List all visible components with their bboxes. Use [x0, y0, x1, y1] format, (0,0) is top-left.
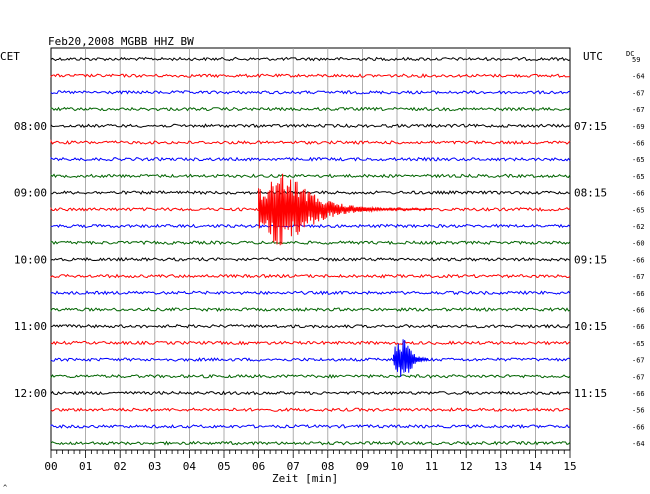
x-axis-label: Zeit [min]: [272, 472, 338, 485]
event-group: [258, 173, 432, 378]
x-tick-label: 13: [494, 460, 507, 473]
trace-9: [50, 190, 570, 195]
x-tick-label: 01: [79, 460, 92, 473]
right-time-label: 11:15: [574, 387, 607, 400]
x-tick-label: 10: [390, 460, 403, 473]
dc-value: -64: [632, 73, 645, 81]
right-time-label: 08:15: [574, 187, 607, 200]
x-tick-label: 02: [114, 460, 127, 473]
x-tick-label: 05: [217, 460, 230, 473]
dc-value: -65: [632, 206, 645, 214]
trace-14: [50, 273, 571, 279]
dc-value: -64: [632, 440, 645, 448]
event-waveform-2: [393, 339, 429, 378]
trace-11: [50, 223, 571, 229]
dc-value: -66: [632, 190, 645, 198]
trace-21: [50, 390, 571, 396]
trace-8: [50, 173, 571, 179]
dc-value: -66: [632, 307, 645, 315]
dc-value: -66: [632, 390, 645, 398]
right-time-label: 09:15: [574, 253, 607, 266]
x-tick-label: 12: [460, 460, 473, 473]
trace-19: [50, 357, 571, 362]
dc-value: -60: [632, 240, 645, 248]
trace-12: [50, 240, 571, 246]
x-tick-label: 07: [287, 460, 300, 473]
dc-label: DC: [626, 50, 634, 58]
dc-value: -66: [632, 323, 645, 331]
x-tick-label: 09: [356, 460, 369, 473]
trace-5: [50, 123, 571, 129]
chart-title: Feb20,2008 MGBB HHZ BW: [48, 35, 194, 48]
x-tick-label: 08: [321, 460, 334, 473]
dc-value: -56: [632, 407, 645, 415]
footer-mark: ^: [3, 484, 7, 492]
dc-value: -67: [632, 273, 645, 281]
dc-value: -66: [632, 256, 645, 264]
left-time-label: 12:00: [14, 387, 47, 400]
trace-group: [50, 56, 571, 446]
left-time-label: 08:00: [14, 120, 47, 133]
left-time-label: 09:00: [14, 187, 47, 200]
x-tick-label: 15: [563, 460, 576, 473]
dc-value: -66: [632, 140, 645, 148]
trace-3: [50, 90, 571, 95]
trace-1: [50, 56, 571, 62]
event-waveform-1: [258, 173, 432, 246]
trace-6: [50, 139, 571, 145]
trace-24: [50, 440, 571, 446]
dc-value: -67: [632, 357, 645, 365]
dc-value: -67: [632, 89, 645, 97]
trace-15: [50, 290, 571, 296]
dc-value: -66: [632, 290, 645, 298]
x-tick-label: 03: [148, 460, 161, 473]
dc-value: -65: [632, 173, 645, 181]
trace-20: [50, 373, 571, 379]
dc-value: -65: [632, 340, 645, 348]
right-time-label: 10:15: [574, 320, 607, 333]
x-tick-label: 11: [425, 460, 438, 473]
dc-value: 59: [632, 56, 640, 64]
x-tick-label: 14: [529, 460, 543, 473]
trace-4: [50, 106, 571, 112]
dc-value: -69: [632, 123, 645, 131]
trace-13: [50, 256, 571, 262]
dc-value: -66: [632, 423, 645, 431]
dc-value: -67: [632, 373, 645, 381]
right-axis-label: UTC: [583, 50, 603, 63]
dc-value: -65: [632, 156, 645, 164]
trace-18: [50, 340, 571, 346]
dc-value: -67: [632, 106, 645, 114]
plot-grid: [50, 47, 571, 458]
label-group: 00 01 02 03 04 05 06 07 08 09 10 11 12 13 14 15 08:00 09:…: [14, 56, 645, 473]
x-tick-label: 04: [183, 460, 197, 473]
trace-2: [50, 73, 571, 79]
dc-value: -62: [632, 223, 645, 231]
trace-10: [50, 206, 571, 212]
trace-23: [50, 423, 571, 429]
right-time-label: 07:15: [574, 120, 607, 133]
left-axis-label: CET: [0, 50, 20, 63]
trace-7: [50, 156, 571, 162]
x-tick-label: 00: [44, 460, 57, 473]
left-time-label: 11:00: [14, 320, 47, 333]
trace-17: [50, 323, 570, 329]
trace-16: [50, 307, 571, 312]
trace-22: [50, 407, 571, 413]
left-time-label: 10:00: [14, 253, 47, 266]
x-tick-label: 06: [252, 460, 265, 473]
